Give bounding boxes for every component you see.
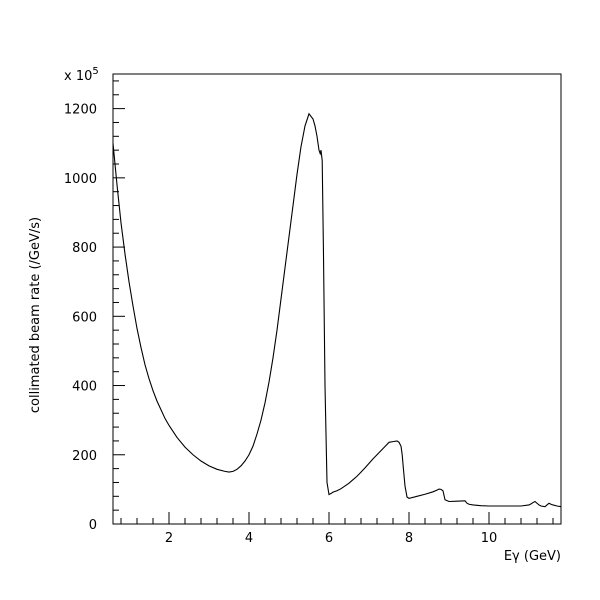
x-tick-label: 6: [325, 531, 333, 546]
y-axis-ticks: [113, 80, 125, 525]
y-tick-label: 600: [72, 310, 97, 325]
x-tick-label: 4: [245, 531, 253, 546]
y-tick-label: 200: [72, 449, 97, 464]
y-tick-label: 0: [89, 518, 97, 533]
y-tick-label: 1000: [64, 172, 97, 187]
y-multiplier-base: x 10: [64, 69, 92, 84]
x-tick-label: 10: [481, 531, 498, 546]
x-axis-tick-labels: 2 4 6 8 10: [165, 531, 497, 546]
y-tick-label: 400: [72, 380, 97, 395]
y-axis-label: collimated beam rate (/GeV/s): [28, 217, 43, 413]
plot-frame: [112, 73, 562, 525]
x-axis-ticks: [120, 512, 554, 524]
series-line: [112, 112, 562, 508]
y-axis-tick-labels: 0 200 400 600 800 1000 1200: [64, 103, 97, 533]
x-axis-label: Eγ (GeV): [504, 549, 561, 564]
y-multiplier: x 105: [64, 66, 99, 84]
y-tick-label: 1200: [64, 103, 97, 118]
x-tick-label: 2: [165, 531, 173, 546]
x-tick-label: 8: [405, 531, 413, 546]
y-multiplier-exponent: 5: [92, 66, 98, 77]
y-tick-label: 800: [72, 241, 97, 256]
